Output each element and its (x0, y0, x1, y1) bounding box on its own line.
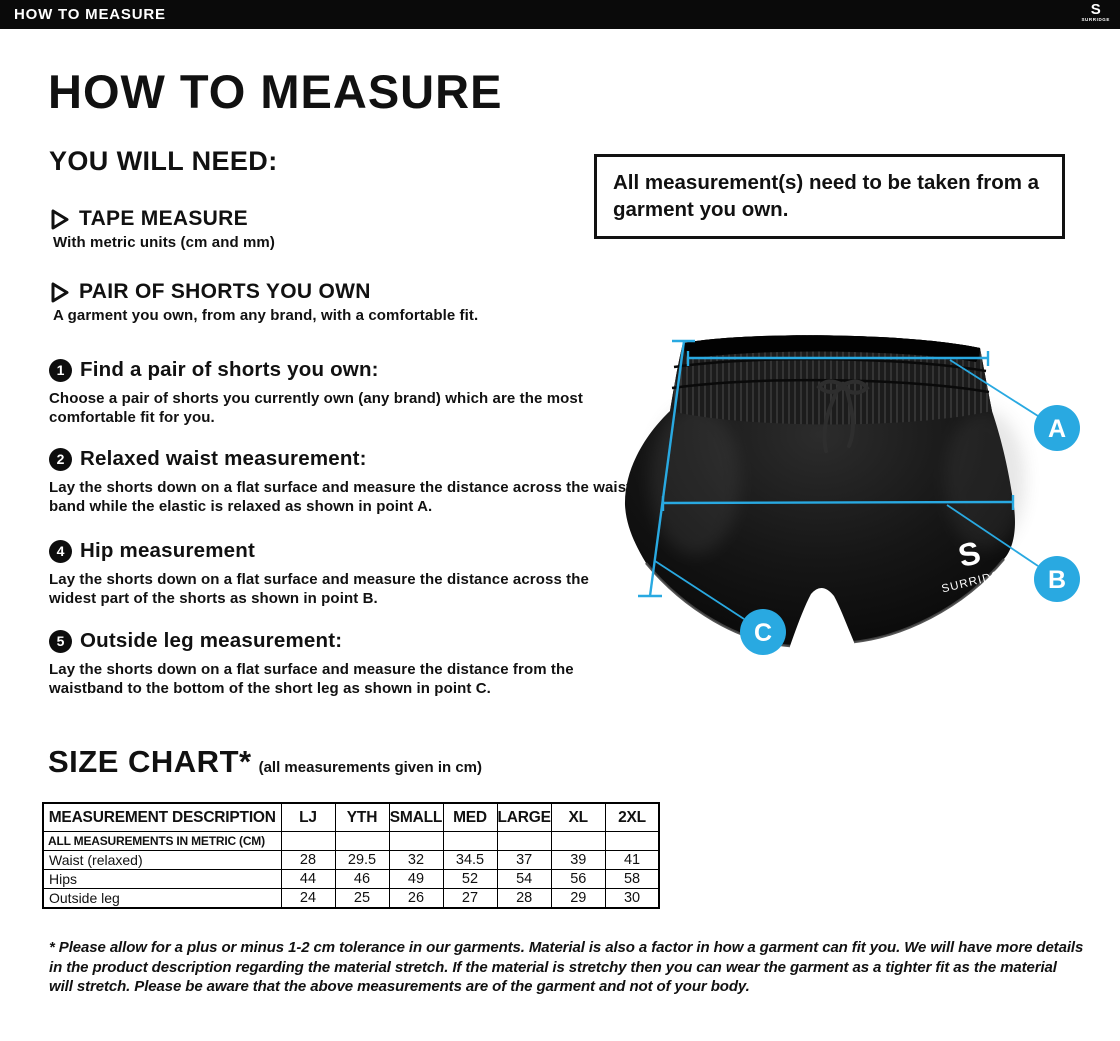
tolerance-footnote: * Please allow for a plus or minus 1-2 c… (49, 939, 1084, 995)
measure-a-leader (949, 359, 1039, 417)
size-chart-table: MEASUREMENT DESCRIPTION LJ YTH SMALL MED… (42, 802, 661, 909)
measurement-lines (638, 339, 1039, 620)
cell: 25 (334, 888, 390, 909)
step-title: Relaxed waist measurement: (80, 447, 367, 470)
measure-c-line (648, 340, 686, 597)
step-number-badge: 5 (49, 629, 72, 653)
step-2: 2 Relaxed waist measurement: Lay the sho… (49, 447, 634, 516)
measure-c-leader (654, 560, 745, 620)
point-c-badge (740, 609, 786, 655)
step-body: Lay the shorts down on a flat surface an… (49, 479, 632, 515)
top-bar-title: HOW TO MEASURE (14, 6, 166, 23)
measure-b-line (662, 500, 1014, 505)
cell: 52 (442, 869, 498, 889)
row-label: Hips (42, 869, 282, 889)
size-chart-title: SIZE CHART* (48, 744, 252, 779)
surridge-logo-icon: S SURRIDGE (1081, 2, 1110, 23)
size-chart-heading: SIZE CHART* (all measurements given in c… (48, 744, 482, 780)
step-title: Hip measurement (80, 539, 256, 562)
top-bar: HOW TO MEASURE S SURRIDGE (0, 0, 1120, 29)
column-header: LJ (280, 802, 336, 832)
cell: 29 (550, 888, 606, 909)
arrow-triangle-icon (51, 209, 69, 229)
step-5: 5 Outside leg measurement: Lay the short… (49, 629, 634, 698)
need-item-shorts: PAIR OF SHORTS YOU OWN A garment you own… (49, 280, 478, 324)
cell: 49 (388, 869, 444, 889)
row-label: Waist (relaxed) (42, 850, 282, 870)
cell: 44 (280, 869, 336, 889)
unit-row: ALL MEASUREMENTS IN METRIC (CM) (42, 831, 660, 851)
cell: 56 (550, 869, 606, 889)
cell: 30 (604, 888, 660, 909)
need-item-tape-measure: TAPE MEASURE With metric units (cm and m… (49, 207, 275, 251)
column-header: XL (550, 802, 606, 832)
point-b-badge (1034, 556, 1080, 602)
step-1: 1 Find a pair of shorts you own: Choose … (49, 358, 634, 427)
table-row-hips: Hips 44 46 49 52 54 56 58 (42, 869, 660, 889)
column-header: MEASUREMENT DESCRIPTION (42, 802, 282, 832)
step-number-badge: 2 (49, 447, 72, 471)
cell: 26 (388, 888, 444, 909)
cell: 39 (550, 850, 606, 870)
drawstring (816, 379, 870, 453)
step-number-badge: 4 (49, 539, 72, 563)
unit-row-label: ALL MEASUREMENTS IN METRIC (CM) (42, 831, 282, 851)
column-header: 2XL (604, 802, 660, 832)
arrow-triangle-icon (51, 282, 69, 302)
measure-point-badges: A B C (740, 405, 1080, 655)
row-label: Outside leg (42, 888, 282, 909)
measure-b-leader (946, 504, 1039, 567)
shorts-inner-opening (683, 335, 980, 362)
need-item-title: TAPE MEASURE (79, 207, 248, 230)
column-header: LARGE (496, 802, 552, 832)
point-c-label: C (754, 619, 772, 647)
step-title: Find a pair of shorts you own: (80, 358, 379, 381)
cell: 41 (604, 850, 660, 870)
size-chart-header-row: MEASUREMENT DESCRIPTION LJ YTH SMALL MED… (42, 802, 660, 832)
point-b-label: B (1048, 566, 1066, 594)
step-number-badge: 1 (49, 358, 72, 382)
page-title: HOW TO MEASURE (48, 65, 503, 118)
you-will-need-heading: YOU WILL NEED: (49, 146, 278, 176)
point-a-label: A (1048, 415, 1066, 443)
step-body: Lay the shorts down on a flat surface an… (49, 571, 589, 607)
surridge-logo-wordmark: SURRIDGE (1081, 17, 1110, 22)
surridge-logo-initial: S (1090, 1, 1101, 18)
cell: 27 (442, 888, 498, 909)
table-row-outside-leg: Outside leg 24 25 26 27 28 29 30 (42, 888, 660, 909)
shorts-illustration: S SURRIDGE (624, 335, 1080, 655)
cell: 28 (280, 850, 336, 870)
cell: 34.5 (442, 850, 498, 870)
cell: 24 (280, 888, 336, 909)
cell: 58 (604, 869, 660, 889)
cell: 29.5 (334, 850, 390, 870)
size-chart-subtitle: (all measurements given in cm) (258, 759, 482, 776)
table-row-waist: Waist (relaxed) 28 29.5 32 34.5 37 39 41 (42, 850, 660, 870)
cell: 32 (388, 850, 444, 870)
step-body: Lay the shorts down on a flat surface an… (49, 661, 574, 697)
column-header: YTH (334, 802, 390, 832)
column-header: SMALL (388, 802, 444, 832)
step-body: Choose a pair of shorts you currently ow… (49, 390, 583, 426)
step-4: 4 Hip measurement Lay the shorts down on… (49, 539, 634, 608)
point-a-badge (1034, 405, 1080, 451)
cell: 46 (334, 869, 390, 889)
need-item-title: PAIR OF SHORTS YOU OWN (79, 280, 371, 303)
need-item-description: A garment you own, from any brand, with … (53, 307, 479, 324)
cell: 28 (496, 888, 552, 909)
cell: 37 (496, 850, 552, 870)
measurement-notice-box: All measurement(s) need to be taken from… (594, 154, 1065, 239)
shorts-measurement-diagram: S SURRIDGE (600, 315, 1110, 665)
column-header: MED (442, 802, 498, 832)
cell: 54 (496, 869, 552, 889)
step-title: Outside leg measurement: (80, 629, 343, 652)
need-item-description: With metric units (cm and mm) (53, 234, 275, 251)
